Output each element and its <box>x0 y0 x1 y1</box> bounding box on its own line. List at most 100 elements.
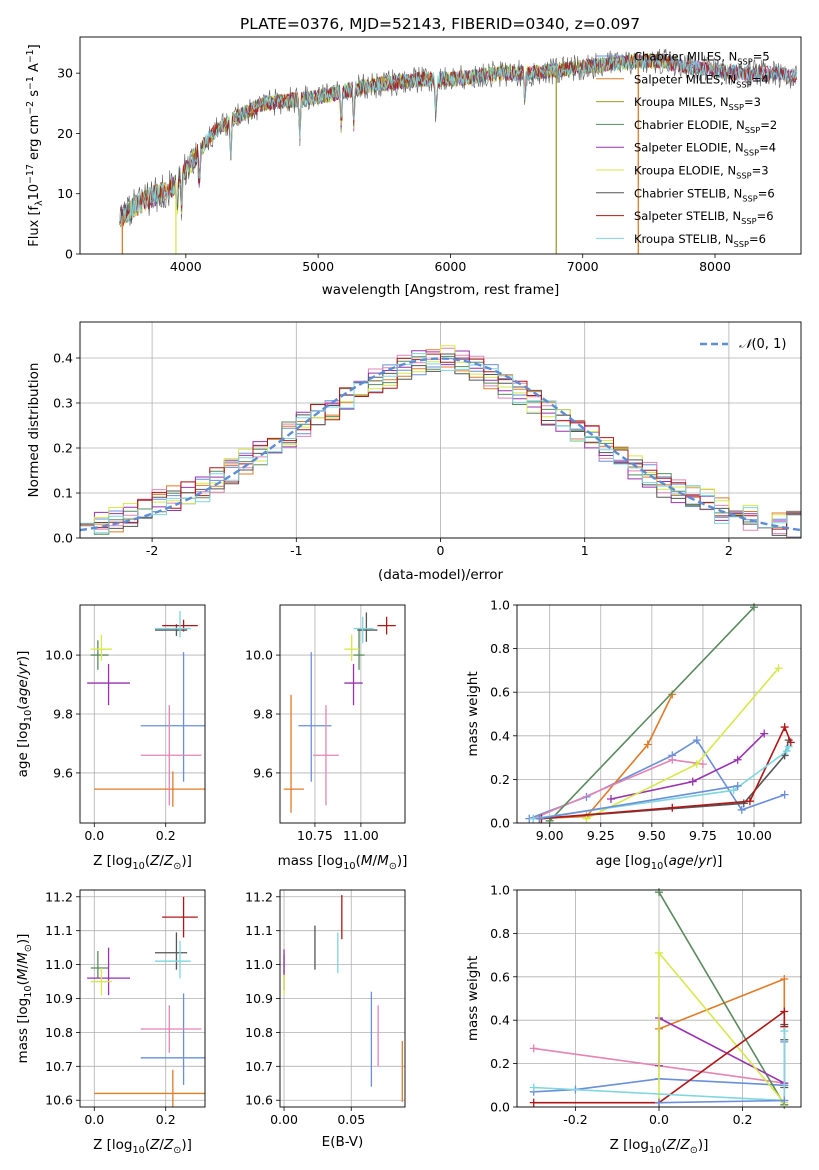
weight-point-marker <box>733 755 742 764</box>
age-vs-metallicity-panel: 0.0 0.2 9.6 9.8 10.0 Z [log10(Z/Z⊙)] age [log1… <box>15 604 206 872</box>
weight-series-line <box>610 733 765 800</box>
y-tick-label: 10.0 <box>45 648 73 663</box>
weight-point-marker <box>750 603 759 612</box>
axes-frame <box>79 604 206 824</box>
y-tick-label: 0 <box>65 247 73 262</box>
weight-point-marker <box>760 729 769 738</box>
mass-vs-extinction-panel: 0.00 0.05 10.6 10.7 10.8 10.9 11.0 11.1 11.2 E(B-… <box>245 889 406 1150</box>
weight-point-marker <box>729 786 738 795</box>
weight-point-marker <box>692 760 701 769</box>
legend-label: Chabrier ELODIE, NSSP=2 <box>634 118 777 135</box>
weight-series-line <box>658 1099 785 1104</box>
y-tick-label: 1.0 <box>490 598 510 613</box>
x-tick-label: -0.2 <box>563 1112 587 1127</box>
x-tick-label: 9.75 <box>689 828 717 843</box>
weight-point-marker <box>655 948 663 957</box>
y-tick-label: 10.6 <box>45 1093 73 1108</box>
axes-frame <box>516 604 802 824</box>
weight-series-line <box>532 758 704 820</box>
weight-point-marker <box>529 1098 538 1107</box>
y-tick-label: 11.1 <box>245 923 273 938</box>
axes-frame <box>516 889 802 1108</box>
y-axis-label: mass [log10(M/M⊙)] <box>15 934 34 1064</box>
weight-point-marker <box>733 781 742 790</box>
weight-point-marker <box>737 805 746 814</box>
x-tick-label: 5000 <box>302 259 334 274</box>
legend-label: 𝒩(0, 1) <box>739 337 786 352</box>
y-tick-label: 10.8 <box>45 1025 73 1040</box>
spectrum-panel: 4000 5000 6000 7000 8000 0 10 20 30 wavelength [A… <box>25 36 802 298</box>
x-axis-label: (data-model)/error <box>378 567 504 583</box>
y-tick-label: 9.6 <box>253 765 273 780</box>
x-tick-label: 10.75 <box>297 828 333 843</box>
y-axis-label: age [log10(age/yr)] <box>15 651 34 778</box>
weight-point-marker <box>606 795 615 804</box>
y-tick-label: 0.6 <box>490 685 510 700</box>
x-tick-label: 6000 <box>435 259 467 274</box>
weight-series-line <box>549 606 755 822</box>
x-tick-label: 0.0 <box>649 1112 669 1127</box>
y-axis-label: Flux [fλ10−17 erg cm−2 s−1 A−1] <box>25 44 45 246</box>
y-tick-label: 0.0 <box>490 816 510 831</box>
weight-point-marker <box>582 814 591 823</box>
weight-point-marker <box>774 664 783 673</box>
x-tick-label: 11.00 <box>343 828 379 843</box>
legend-label: Chabrier MILES, NSSP=5 <box>634 50 770 67</box>
y-tick-label: 0.8 <box>490 641 510 656</box>
mass-weight-vs-metallicity-panel: -0.2 0.0 0.2 0.0 0.2 0.4 0.6 0.8 1.0 Z [log10(Z/Z… <box>465 883 802 1156</box>
weight-point-marker <box>786 738 795 747</box>
x-tick-label: 0.2 <box>156 1112 176 1127</box>
x-tick-label: 10.00 <box>736 828 772 843</box>
y-tick-label: 10.0 <box>245 648 273 663</box>
x-tick-label: 0.2 <box>733 1112 753 1127</box>
x-tick-label: 0.0 <box>84 828 104 843</box>
weight-point-marker <box>655 1098 663 1107</box>
y-tick-label: 9.8 <box>253 707 273 722</box>
weight-point-marker <box>780 974 789 983</box>
y-tick-label: 0.3 <box>53 396 73 411</box>
x-axis-label: E(B-V) <box>322 1134 364 1150</box>
legend-label: Salpeter STELIB, NSSP=6 <box>634 209 774 226</box>
weight-point-marker <box>784 742 793 751</box>
weight-point-marker <box>745 797 754 806</box>
histogram-step <box>79 353 802 538</box>
y-tick-label: 0.4 <box>490 1013 510 1028</box>
figure-title: PLATE=0376, MJD=52143, FIBERID=0340, z=0… <box>240 15 640 33</box>
x-tick-label: 8000 <box>699 259 731 274</box>
x-axis-label: Z [log10(Z/Z⊙)] <box>93 1137 192 1156</box>
y-tick-label: 11.2 <box>45 889 73 904</box>
legend-label: Salpeter ELODIE, NSSP=4 <box>634 141 776 158</box>
y-axis-label: Normed distribution <box>26 363 42 498</box>
weight-point-marker <box>782 747 791 756</box>
y-tick-label: 0.2 <box>490 772 510 787</box>
histogram-step <box>79 353 802 538</box>
weight-point-marker <box>780 1096 789 1105</box>
y-tick-label: 0.1 <box>53 486 73 501</box>
weight-series-line <box>658 891 785 1106</box>
y-tick-label: 1.0 <box>490 883 510 898</box>
weight-point-marker <box>692 736 701 745</box>
residual-histogram-panel: -2 -1 0 1 2 0.0 0.1 0.2 0.3 0.4 (data-model)/error… <box>26 321 802 583</box>
x-axis-label: wavelength [Angstrom, rest frame] <box>322 282 560 298</box>
axes-frame <box>279 889 406 1108</box>
weight-point-marker <box>780 1007 789 1016</box>
weight-point-marker <box>668 755 677 764</box>
weight-point-marker <box>780 790 789 799</box>
y-tick-label: 0.0 <box>490 1100 510 1115</box>
x-tick-label: 7000 <box>567 259 599 274</box>
spectrum-series-line <box>119 53 798 226</box>
axes-frame <box>79 889 206 1108</box>
y-tick-label: 20 <box>57 126 73 141</box>
weight-point-marker <box>529 1083 538 1092</box>
y-tick-label: 10.6 <box>245 1093 273 1108</box>
y-axis-label: mass weight <box>465 671 481 756</box>
x-tick-label: 4000 <box>170 259 202 274</box>
weight-series-line <box>541 725 792 820</box>
y-tick-label: 10.7 <box>245 1059 273 1074</box>
y-axis-label: mass weight <box>465 956 481 1041</box>
y-tick-label: 10 <box>57 186 73 201</box>
weight-series-line <box>533 746 790 820</box>
legend-label: Salpeter MILES, NSSP=4 <box>634 72 769 89</box>
weight-point-marker <box>780 1027 789 1036</box>
y-tick-label: 9.8 <box>53 707 73 722</box>
